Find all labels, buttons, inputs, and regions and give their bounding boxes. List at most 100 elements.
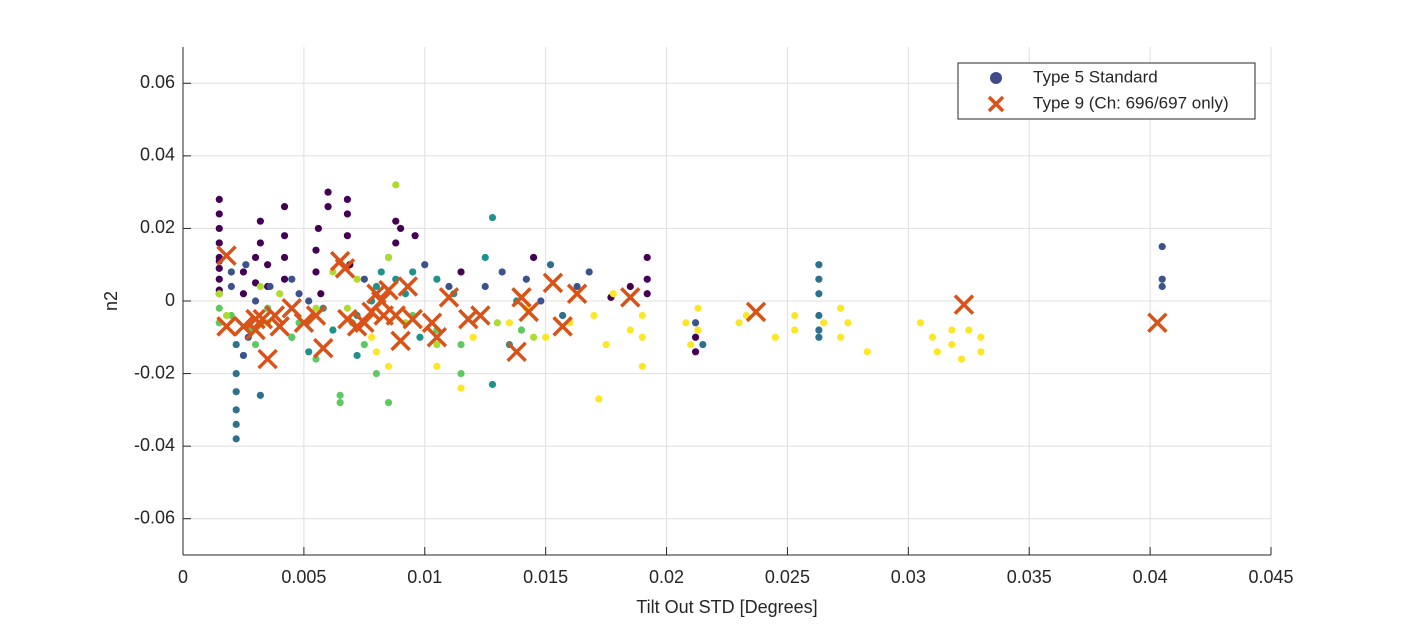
point [317, 290, 325, 298]
point [493, 319, 501, 327]
point [232, 406, 240, 414]
point [511, 287, 532, 308]
point [215, 239, 223, 247]
point [682, 319, 690, 327]
point [215, 224, 223, 233]
point [354, 312, 375, 334]
x-tick-label: 0.015 [523, 567, 568, 587]
point [948, 340, 956, 349]
x-tick-label: 0.02 [649, 567, 684, 587]
point [372, 369, 381, 378]
x-tick-label: 0.03 [891, 567, 926, 587]
point [505, 319, 513, 327]
point [232, 420, 240, 428]
point [953, 294, 975, 315]
point [457, 369, 465, 378]
point [409, 268, 417, 276]
x-tick-label: 0.005 [281, 567, 326, 587]
point [390, 330, 411, 352]
point [416, 333, 424, 341]
point [256, 217, 264, 225]
point [367, 333, 376, 341]
point [324, 203, 332, 211]
point [837, 304, 845, 312]
point [222, 311, 231, 320]
point [481, 282, 489, 291]
point [620, 287, 641, 308]
point [552, 316, 573, 337]
axes: 0 0.005 0.01 0.015 0.02 0.025 0.03 0.035 0.04 0.0… [134, 47, 1294, 587]
point [216, 316, 237, 337]
point [276, 290, 284, 298]
point [251, 297, 260, 305]
point [343, 232, 352, 240]
point [269, 316, 290, 337]
point [360, 275, 368, 283]
point [1158, 242, 1166, 251]
point [239, 351, 248, 360]
point [566, 283, 588, 304]
point [312, 268, 320, 276]
point [542, 272, 564, 294]
point [470, 305, 491, 326]
point [691, 333, 700, 341]
point [329, 268, 337, 276]
y-tick-label: 0.04 [140, 145, 175, 165]
point [372, 282, 381, 291]
point [392, 275, 400, 283]
point [837, 333, 845, 341]
y-tick-label: 0.02 [140, 217, 175, 237]
point [609, 290, 617, 298]
point [215, 264, 223, 272]
point [251, 253, 260, 262]
point [232, 435, 240, 443]
point [384, 399, 393, 407]
point [257, 348, 278, 370]
points [215, 181, 1168, 443]
point [402, 308, 423, 330]
point [266, 282, 274, 291]
point [948, 326, 956, 334]
point [815, 290, 823, 298]
point [353, 275, 361, 283]
point [216, 245, 237, 266]
point [590, 311, 598, 320]
point [353, 351, 361, 360]
point [1158, 282, 1166, 291]
point [638, 333, 646, 341]
point [602, 340, 610, 349]
grid [182, 47, 1272, 555]
point [977, 333, 985, 341]
legend: Type 5 Standard Type 9 (Ch: 696/697 only) [957, 62, 1256, 120]
point [433, 340, 441, 349]
point [312, 355, 320, 363]
point [215, 304, 223, 312]
point [421, 261, 429, 269]
point [343, 210, 352, 218]
point [232, 388, 240, 396]
legend-marker [990, 72, 1002, 84]
point [251, 340, 260, 349]
point [360, 340, 368, 349]
point [438, 287, 460, 308]
x-tick-label: 0.01 [407, 567, 442, 587]
point [215, 290, 223, 298]
point [245, 319, 266, 341]
point [498, 268, 506, 276]
point [1147, 312, 1168, 334]
point [233, 316, 254, 337]
point [815, 326, 823, 334]
point [392, 239, 400, 247]
point [643, 253, 651, 262]
point [546, 261, 555, 269]
point [293, 312, 315, 334]
point [957, 355, 966, 363]
point [312, 304, 320, 312]
point [928, 333, 937, 341]
point [378, 279, 399, 301]
point [965, 326, 973, 334]
point [687, 340, 695, 349]
point [542, 333, 550, 341]
point [336, 399, 344, 407]
